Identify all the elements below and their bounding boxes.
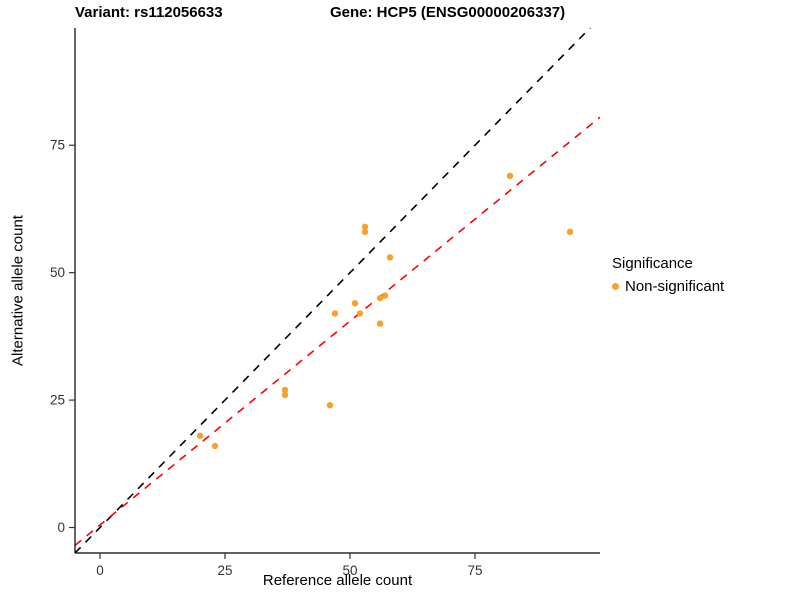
data-point [361, 228, 369, 236]
legend-item-non-significant: Non-significant [612, 278, 724, 295]
x-tick-label: 25 [217, 563, 232, 578]
x-tick-label: 75 [467, 563, 482, 578]
identity-line [75, 28, 592, 553]
data-point [506, 172, 514, 180]
x-tick-label: 50 [342, 563, 357, 578]
data-point [351, 300, 359, 307]
y-tick-label: 75 [50, 138, 65, 153]
data-point [361, 223, 369, 230]
regression-line [75, 116, 600, 546]
data-point [211, 442, 219, 450]
data-point [331, 310, 339, 317]
data-point [281, 386, 289, 394]
y-tick-label: 50 [50, 265, 65, 280]
data-point [326, 401, 334, 409]
data-point [386, 254, 394, 261]
gene-title: Gene: HCP5 (ENSG00000206337) [330, 4, 566, 21]
x-tick-label: 0 [96, 563, 104, 578]
y-tick-label: 25 [50, 393, 65, 408]
legend-item-label: Non-significant [625, 278, 725, 295]
variant-title: Variant: rs112056633 [75, 4, 223, 21]
data-point [281, 391, 289, 399]
legend-title: Significance [612, 255, 693, 272]
data-point [376, 294, 384, 302]
x-axis-label: Reference allele count [262, 572, 413, 589]
legend-point-icon [612, 283, 619, 290]
legend: Significance Non-significant [612, 255, 724, 295]
data-point [566, 228, 574, 236]
data-point [376, 320, 384, 327]
data-point [196, 432, 204, 439]
y-axis-label: Alternative allele count [9, 215, 27, 366]
data-point [381, 292, 389, 299]
y-tick-label: 0 [57, 520, 65, 535]
data-point [356, 310, 364, 317]
